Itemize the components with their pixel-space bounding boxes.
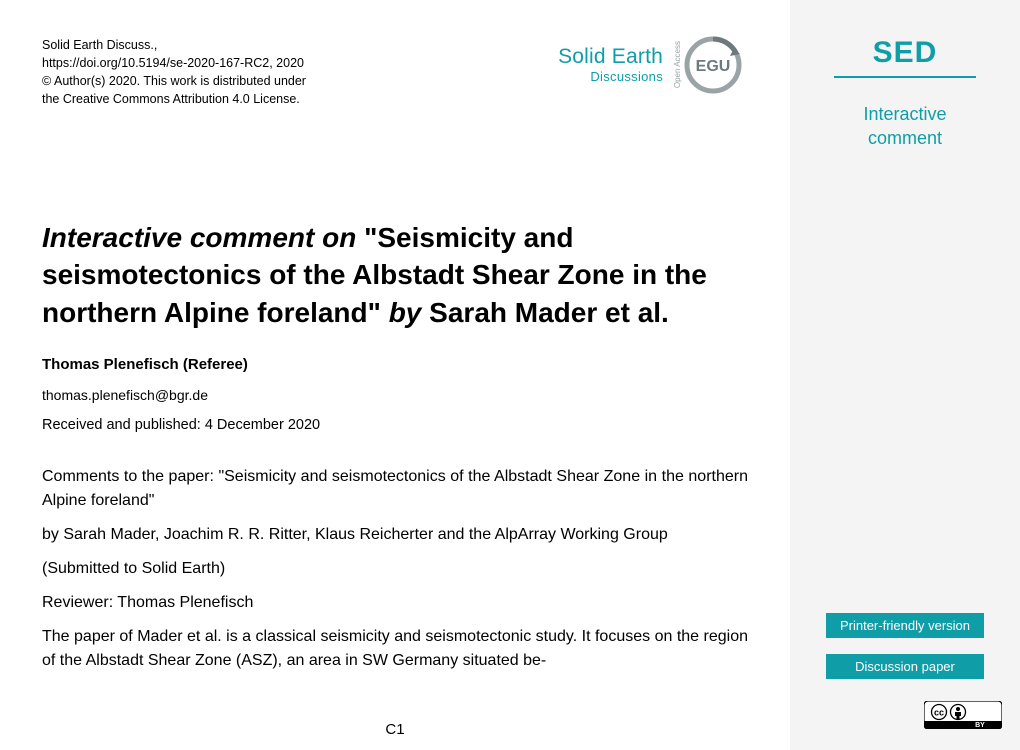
meta-line: https://doi.org/10.5194/se-2020-167-RC2,… <box>42 54 306 72</box>
cc-text: cc <box>934 708 944 718</box>
citation-meta: Solid Earth Discuss., https://doi.org/10… <box>42 36 306 109</box>
printer-friendly-button[interactable]: Printer-friendly version <box>826 613 984 638</box>
by-text: BY <box>975 722 985 729</box>
interactive-comment-label: Interactive comment <box>863 102 946 151</box>
sed-badge: SED <box>873 36 938 70</box>
journal-logo: Solid Earth Discussions Open Access EGU <box>558 36 742 94</box>
main-column: Solid Earth Discuss., https://doi.org/10… <box>0 0 790 750</box>
meta-line: Solid Earth Discuss., <box>42 36 306 54</box>
article-title: Interactive comment on "Seismicity and s… <box>42 219 748 332</box>
referee-name: Thomas Plenefisch (Referee) <box>42 356 748 373</box>
body-paragraph: Comments to the paper: "Seismicity and s… <box>42 465 748 513</box>
page-number: C1 <box>0 721 790 738</box>
label-line: comment <box>868 128 942 148</box>
journal-name-block: Solid Earth Discussions <box>558 45 663 84</box>
label-line: Interactive <box>863 104 946 124</box>
journal-name: Solid Earth <box>558 45 663 69</box>
discussion-paper-button[interactable]: Discussion paper <box>826 654 984 679</box>
egu-logo-icon: EGU <box>684 36 742 94</box>
body-paragraph: The paper of Mader et al. is a classical… <box>42 625 748 673</box>
journal-subtitle: Discussions <box>558 70 663 85</box>
cc-by-icon: cc BY <box>924 701 1002 734</box>
meta-line: the Creative Commons Attribution 4.0 Lic… <box>42 90 306 108</box>
comment-body: Comments to the paper: "Seismicity and s… <box>42 465 748 673</box>
egu-text: EGU <box>696 58 731 75</box>
meta-line: © Author(s) 2020. This work is distribut… <box>42 72 306 90</box>
referee-email: thomas.plenefisch@bgr.de <box>42 387 748 403</box>
title-authors: Sarah Mader et al. <box>429 297 669 328</box>
open-access-label: Open Access <box>673 41 682 88</box>
title-by: by <box>389 297 422 328</box>
sed-rule <box>834 76 976 78</box>
body-paragraph: by Sarah Mader, Joachim R. R. Ritter, Kl… <box>42 523 748 547</box>
sidebar: SED Interactive comment Printer-friendly… <box>790 0 1020 750</box>
body-paragraph: (Submitted to Solid Earth) <box>42 557 748 581</box>
title-prefix: Interactive comment on <box>42 222 356 253</box>
body-paragraph: Reviewer: Thomas Plenefisch <box>42 591 748 615</box>
header-row: Solid Earth Discuss., https://doi.org/10… <box>42 36 748 109</box>
received-date: Received and published: 4 December 2020 <box>42 417 748 433</box>
